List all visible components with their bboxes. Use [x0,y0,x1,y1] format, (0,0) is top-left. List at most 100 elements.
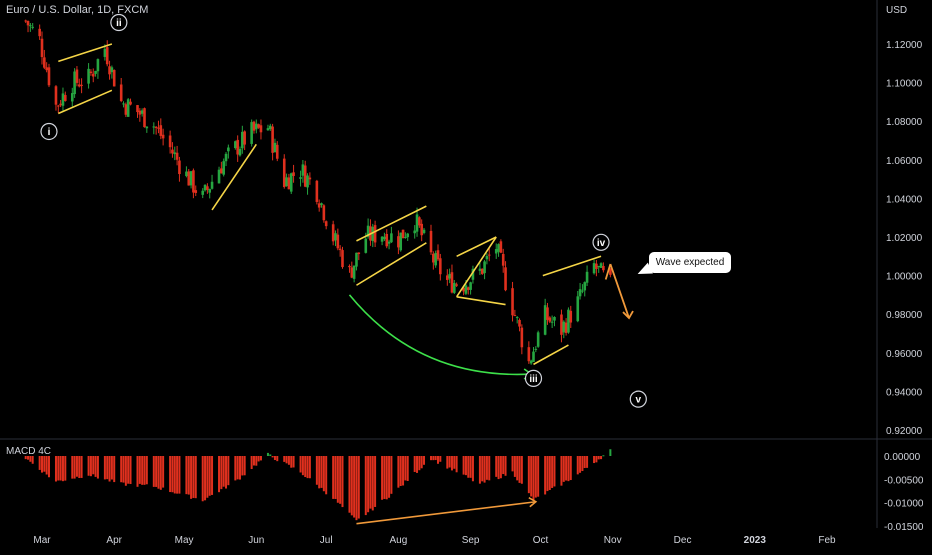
macd-histogram-bar [562,456,565,482]
candle-body [485,256,489,260]
curved-arrow[interactable] [348,294,532,376]
macd-histogram-bar [29,456,32,462]
candle-body [432,253,435,263]
macd-histogram-bar [129,456,132,485]
candle-body [243,131,246,145]
macd-histogram-bar [595,456,598,463]
wave-expected-callout[interactable]: Wave expected [649,252,731,273]
trendline[interactable] [456,236,497,258]
candle-body [348,265,351,268]
candle-body [306,175,309,188]
projection-arrow[interactable] [609,263,630,319]
candle-body [380,236,384,242]
macd-histogram-bar [190,456,193,499]
candle-body [471,268,475,280]
candle-body [446,275,449,280]
macd-histogram-bar [544,456,547,495]
projection-arrow[interactable] [604,263,612,280]
candle-body [40,38,44,58]
wave-label-circle [524,369,543,387]
macd-histogram-bar [73,456,76,479]
macd-histogram-bar [567,456,570,482]
candle-body [501,253,505,266]
candle-body [159,125,163,136]
candle-body [80,84,83,86]
candle-body [45,67,48,71]
candle-body [366,225,370,237]
time-axis-tick-label: Jul [320,535,333,546]
macd-histogram-bar [367,456,370,513]
macd-histogram-bar [546,456,549,492]
macd-histogram-bar [41,456,43,473]
wave-label-circle [110,13,128,32]
trendline[interactable] [356,205,427,242]
time-axis-tick-label: Mar [33,535,51,546]
divergence-arrowhead [528,497,538,508]
macd-histogram-bar [80,456,83,478]
candle-body [136,105,139,113]
candle-body [534,348,538,350]
candle-body [399,232,403,251]
macd-histogram-bar [136,456,139,487]
candle-body [285,177,288,187]
candle-body [499,241,503,253]
trendline[interactable] [211,143,257,211]
macd-axis-tick-label: -0.00500 [884,475,924,486]
candle-body [54,86,58,105]
candle-body [466,287,470,290]
trendline[interactable] [542,255,602,277]
candle-body [119,84,123,102]
candle-body [383,236,386,240]
candle-body [422,229,426,233]
candle-body [266,128,270,131]
candle-body [168,135,172,148]
macd-histogram-bar [192,456,195,498]
macd-histogram-bar [113,456,116,483]
macd-histogram-bar [420,456,423,469]
trendline[interactable] [356,242,427,286]
macd-histogram-bar [266,452,269,456]
macd-histogram-bar [383,456,386,499]
candle-body [494,249,498,254]
macd-histogram-bar [187,456,190,495]
candle-body [527,347,531,362]
macd-histogram-bar [402,456,405,486]
candle-body [436,250,440,260]
macd-histogram-bar [159,456,162,490]
macd-histogram-bar [471,456,474,482]
macd-histogram-bar [141,456,144,485]
candle-body [504,267,507,291]
trendline[interactable] [455,236,497,298]
candle-body [129,101,132,105]
time-axis-tick-label: Feb [818,535,836,546]
candle-body [562,321,566,333]
macd-histogram-bar [59,456,62,481]
candle-body [334,233,337,241]
time-axis-tick-label: Jun [248,535,264,546]
trendline[interactable] [58,43,113,63]
macd-histogram-bar [155,456,158,487]
candle-body [126,99,130,117]
macd-histogram-bar [341,456,344,508]
macd-histogram-bar [176,456,179,494]
macd-histogram-bar [364,456,367,516]
candle-body [24,20,27,22]
divergence-line[interactable] [356,500,536,525]
trendline[interactable] [456,296,506,306]
macd-histogram-bar [350,456,353,516]
candle-body [560,314,563,335]
macd-histogram-bar [162,456,165,488]
trendline[interactable] [57,89,113,115]
trendline[interactable] [533,344,569,366]
candle-body [429,230,433,253]
candle-body [257,124,260,128]
candle-body [236,139,239,155]
macd-histogram-bar [269,454,272,456]
candle-body [145,126,149,129]
macd-histogram-bar [287,456,290,465]
price-axis-tick-label: 1.06000 [886,156,923,167]
macd-histogram-bar [553,456,556,487]
macd-histogram-bar [276,456,279,462]
